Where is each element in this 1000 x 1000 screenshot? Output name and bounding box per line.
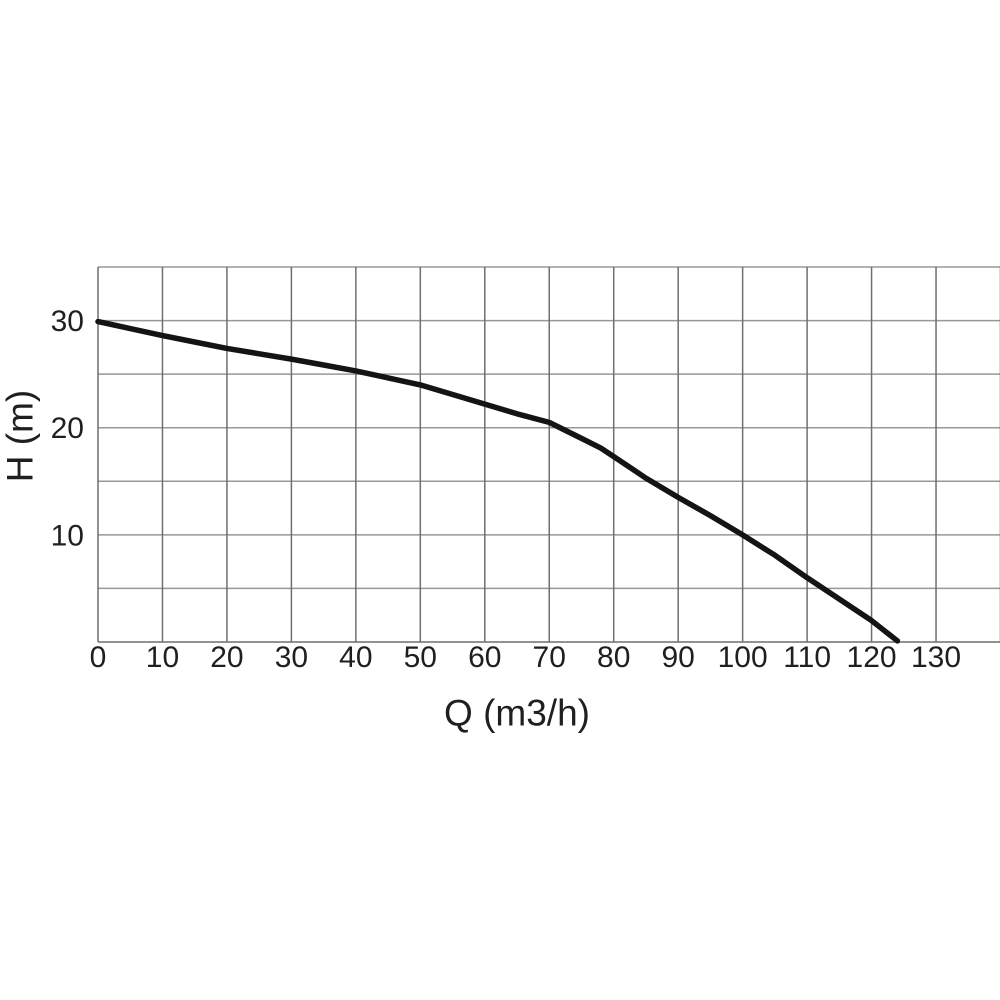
x-tick-label: 110 — [783, 641, 831, 674]
x-tick-label: 10 — [146, 641, 179, 674]
y-axis-title: H (m) — [0, 389, 41, 483]
x-tick-label: 0 — [90, 641, 107, 674]
x-tick-label: 40 — [339, 641, 372, 674]
x-axis-title: Q (m3/h) — [444, 692, 590, 734]
x-tick-label: 100 — [718, 641, 768, 674]
x-tick-label: 90 — [661, 641, 694, 674]
x-tick-label: 30 — [275, 641, 308, 674]
x-tick-label: 60 — [468, 641, 501, 674]
x-tick-label: 50 — [404, 641, 437, 674]
x-tick-label: 20 — [210, 641, 243, 674]
y-tick-label: 10 — [51, 519, 84, 552]
pump-curve — [95, 318, 901, 644]
x-tick-label: 120 — [847, 641, 897, 674]
x-tick-label: 70 — [533, 641, 566, 674]
y-tick-label: 20 — [51, 412, 84, 445]
y-tick-label: 30 — [51, 305, 84, 338]
x-tick-label: 80 — [597, 641, 630, 674]
x-tick-label: 130 — [911, 641, 961, 674]
